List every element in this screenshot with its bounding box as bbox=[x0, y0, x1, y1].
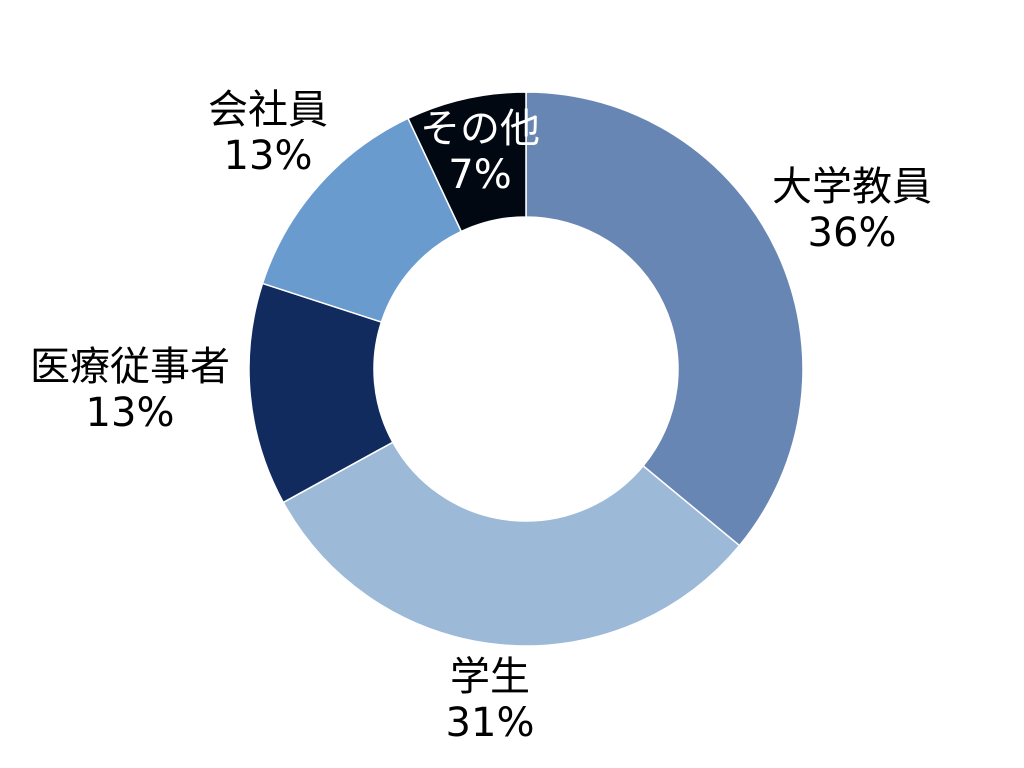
donut-slice-2 bbox=[282, 441, 741, 647]
slice-label-5: その他 bbox=[420, 106, 540, 152]
slice-label-1: 大学教員 bbox=[772, 164, 932, 210]
donut-slice-1 bbox=[525, 91, 804, 547]
slices-layer bbox=[248, 91, 804, 647]
slice-value-label-4: 13% bbox=[224, 133, 313, 179]
donut-slice-5 bbox=[407, 91, 527, 233]
slice-label-4: 会社員 bbox=[208, 87, 328, 133]
slice-value-label-2: 31% bbox=[446, 700, 535, 746]
slice-label-3: 医療従事者 bbox=[30, 344, 230, 390]
slice-value-label-1: 36% bbox=[808, 210, 897, 256]
slice-value-label-3: 13% bbox=[86, 390, 175, 436]
slice-value-label-5: 7% bbox=[448, 152, 511, 198]
slice-label-2: 学生 bbox=[450, 654, 530, 700]
